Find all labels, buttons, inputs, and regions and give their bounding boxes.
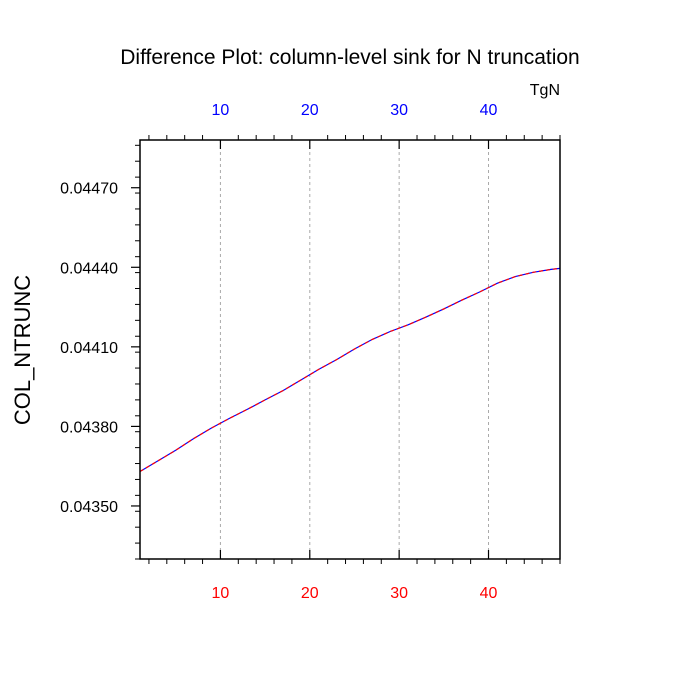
x-tick-label: 20 — [301, 585, 319, 602]
y-axis-label: COL_NTRUNC — [10, 275, 35, 425]
series-line — [139, 267, 561, 473]
top-tick-label: 30 — [390, 102, 408, 119]
y-tick-label: 0.04410 — [60, 340, 118, 357]
axis-ticks — [131, 135, 561, 564]
series-line-dashed — [139, 267, 561, 473]
top-axis-label: TgN — [530, 82, 560, 99]
top-tick-label: 20 — [301, 102, 319, 119]
chart-title: Difference Plot: column-level sink for N… — [120, 46, 579, 69]
series-lines — [139, 267, 561, 473]
top-tick-label: 40 — [480, 102, 498, 119]
y-tick-label: 0.04440 — [60, 260, 118, 277]
tick-labels: 10 10 20 20 30 30 40 40 0.04350 0.04380 0.04410 0.0… — [60, 102, 497, 602]
x-tick-label: 10 — [212, 585, 230, 602]
y-tick-label: 0.04470 — [60, 181, 118, 198]
x-tick-label: 40 — [480, 585, 498, 602]
top-tick-label: 10 — [212, 102, 230, 119]
x-tick-label: 30 — [390, 585, 408, 602]
plot-frame — [139, 139, 561, 560]
y-tick-label: 0.04350 — [60, 499, 118, 516]
grid — [219, 140, 490, 559]
y-tick-label: 0.04380 — [60, 419, 118, 436]
